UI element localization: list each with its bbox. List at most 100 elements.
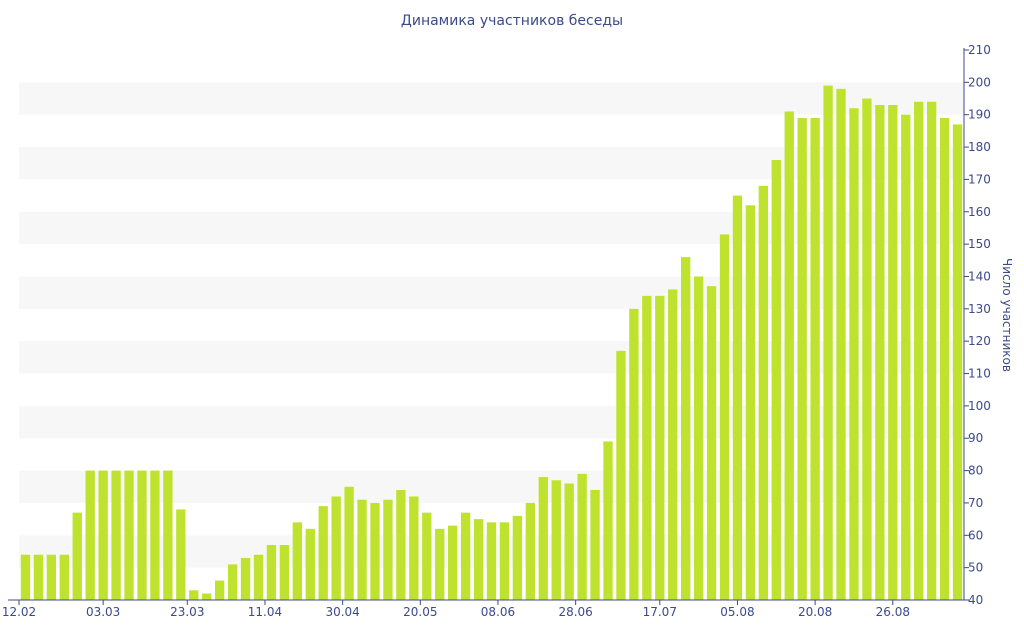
bar: [266, 545, 277, 600]
bar: [538, 477, 548, 600]
background-bands: [19, 82, 964, 568]
y-tick-label: 140: [968, 269, 991, 283]
bar: [20, 554, 31, 600]
bar: [616, 350, 626, 600]
bar: [137, 470, 147, 600]
bar: [331, 496, 341, 600]
bar: [305, 528, 315, 600]
bar: [823, 85, 833, 601]
bar: [564, 483, 574, 600]
grid-band: [19, 147, 964, 180]
bar: [642, 295, 652, 600]
chart-title: Динамика участников беседы: [400, 13, 624, 29]
bar: [551, 480, 561, 600]
x-tick-label: 05.08: [720, 605, 754, 619]
x-tick-label: 23.03: [170, 605, 204, 619]
x-tick-label: 20.08: [798, 605, 832, 619]
x-axis: 12.02 03.03 23.03 11.04 30.04 20.05 08.06 28.06…: [2, 599, 964, 619]
bar: [784, 111, 794, 600]
bar: [758, 185, 769, 600]
x-tick-label: 26.08: [876, 605, 910, 619]
bar: [33, 554, 44, 600]
bar: [344, 486, 354, 600]
bar: [901, 114, 911, 601]
bar: [952, 124, 963, 600]
bar: [888, 105, 898, 600]
bar: [85, 470, 95, 600]
grid-band: [19, 341, 964, 374]
bar: [409, 496, 419, 600]
y-tick-label: 40: [968, 593, 983, 607]
y-tick-label: 90: [968, 431, 983, 445]
y-tick-label: 50: [968, 561, 983, 575]
bar: [383, 499, 393, 600]
bar: [577, 473, 587, 600]
x-tick-label: 12.02: [2, 605, 36, 619]
bar: [681, 257, 691, 600]
bar: [525, 502, 535, 600]
x-tick-label: 28.06: [558, 605, 592, 619]
bar: [396, 490, 406, 600]
bar: [422, 512, 432, 600]
bar: [214, 580, 225, 600]
bar: [292, 522, 302, 600]
bar: [719, 234, 730, 600]
bar: [668, 289, 678, 600]
bar: [176, 509, 186, 600]
bar: [629, 308, 639, 600]
bar: [486, 522, 497, 600]
bar: [59, 554, 69, 600]
y-axis: 40 50 60 70 80 90 100 110 120 130 140 150 160 170 180 1…: [963, 43, 991, 607]
bar: [72, 512, 82, 600]
grid-band: [19, 211, 964, 245]
y-tick-label: 210: [968, 43, 991, 57]
bar: [926, 101, 937, 600]
bar: [202, 593, 212, 600]
bar: [111, 470, 121, 600]
bar: [706, 286, 717, 600]
y-tick-label: 100: [968, 399, 991, 413]
bar: [603, 441, 613, 600]
bar: [875, 105, 885, 600]
x-tick-label: 08.06: [481, 605, 515, 619]
y-tick-label: 150: [968, 237, 991, 251]
y-tick-label: 80: [968, 464, 983, 478]
bar: [499, 522, 510, 600]
bar: [862, 98, 872, 600]
bar: [939, 117, 950, 600]
bar: [590, 490, 600, 600]
grid-band: [19, 82, 964, 115]
y-tick-label: 170: [968, 172, 991, 186]
bar: [227, 564, 238, 600]
bar: [512, 515, 523, 600]
bar: [150, 470, 160, 600]
bar: [460, 512, 471, 600]
bar: [163, 470, 173, 600]
bar: [914, 101, 924, 600]
y-tick-label: 60: [968, 528, 983, 542]
grid-band: [19, 470, 964, 503]
bar: [655, 295, 665, 600]
y-tick-label: 160: [968, 205, 991, 219]
bar: [253, 554, 264, 600]
bar: [124, 470, 134, 600]
y-axis-title: Число участников: [1000, 258, 1014, 372]
bar: [318, 506, 328, 600]
y-tick-label: 120: [968, 334, 991, 348]
bar: [357, 499, 367, 600]
bar: [279, 545, 290, 600]
x-tick-label: 30.04: [325, 605, 359, 619]
bar: [849, 108, 859, 601]
x-tick-label: 17.07: [643, 605, 677, 619]
y-tick-label: 130: [968, 302, 991, 316]
y-tick-label: 70: [968, 496, 983, 510]
grid-band: [19, 405, 964, 439]
y-tick-label: 110: [968, 367, 991, 381]
grid-band: [19, 276, 964, 309]
bar: [435, 528, 445, 600]
bar: [771, 160, 781, 600]
bar: [473, 519, 484, 600]
y-tick-label: 200: [968, 75, 991, 89]
bar: [810, 117, 820, 600]
